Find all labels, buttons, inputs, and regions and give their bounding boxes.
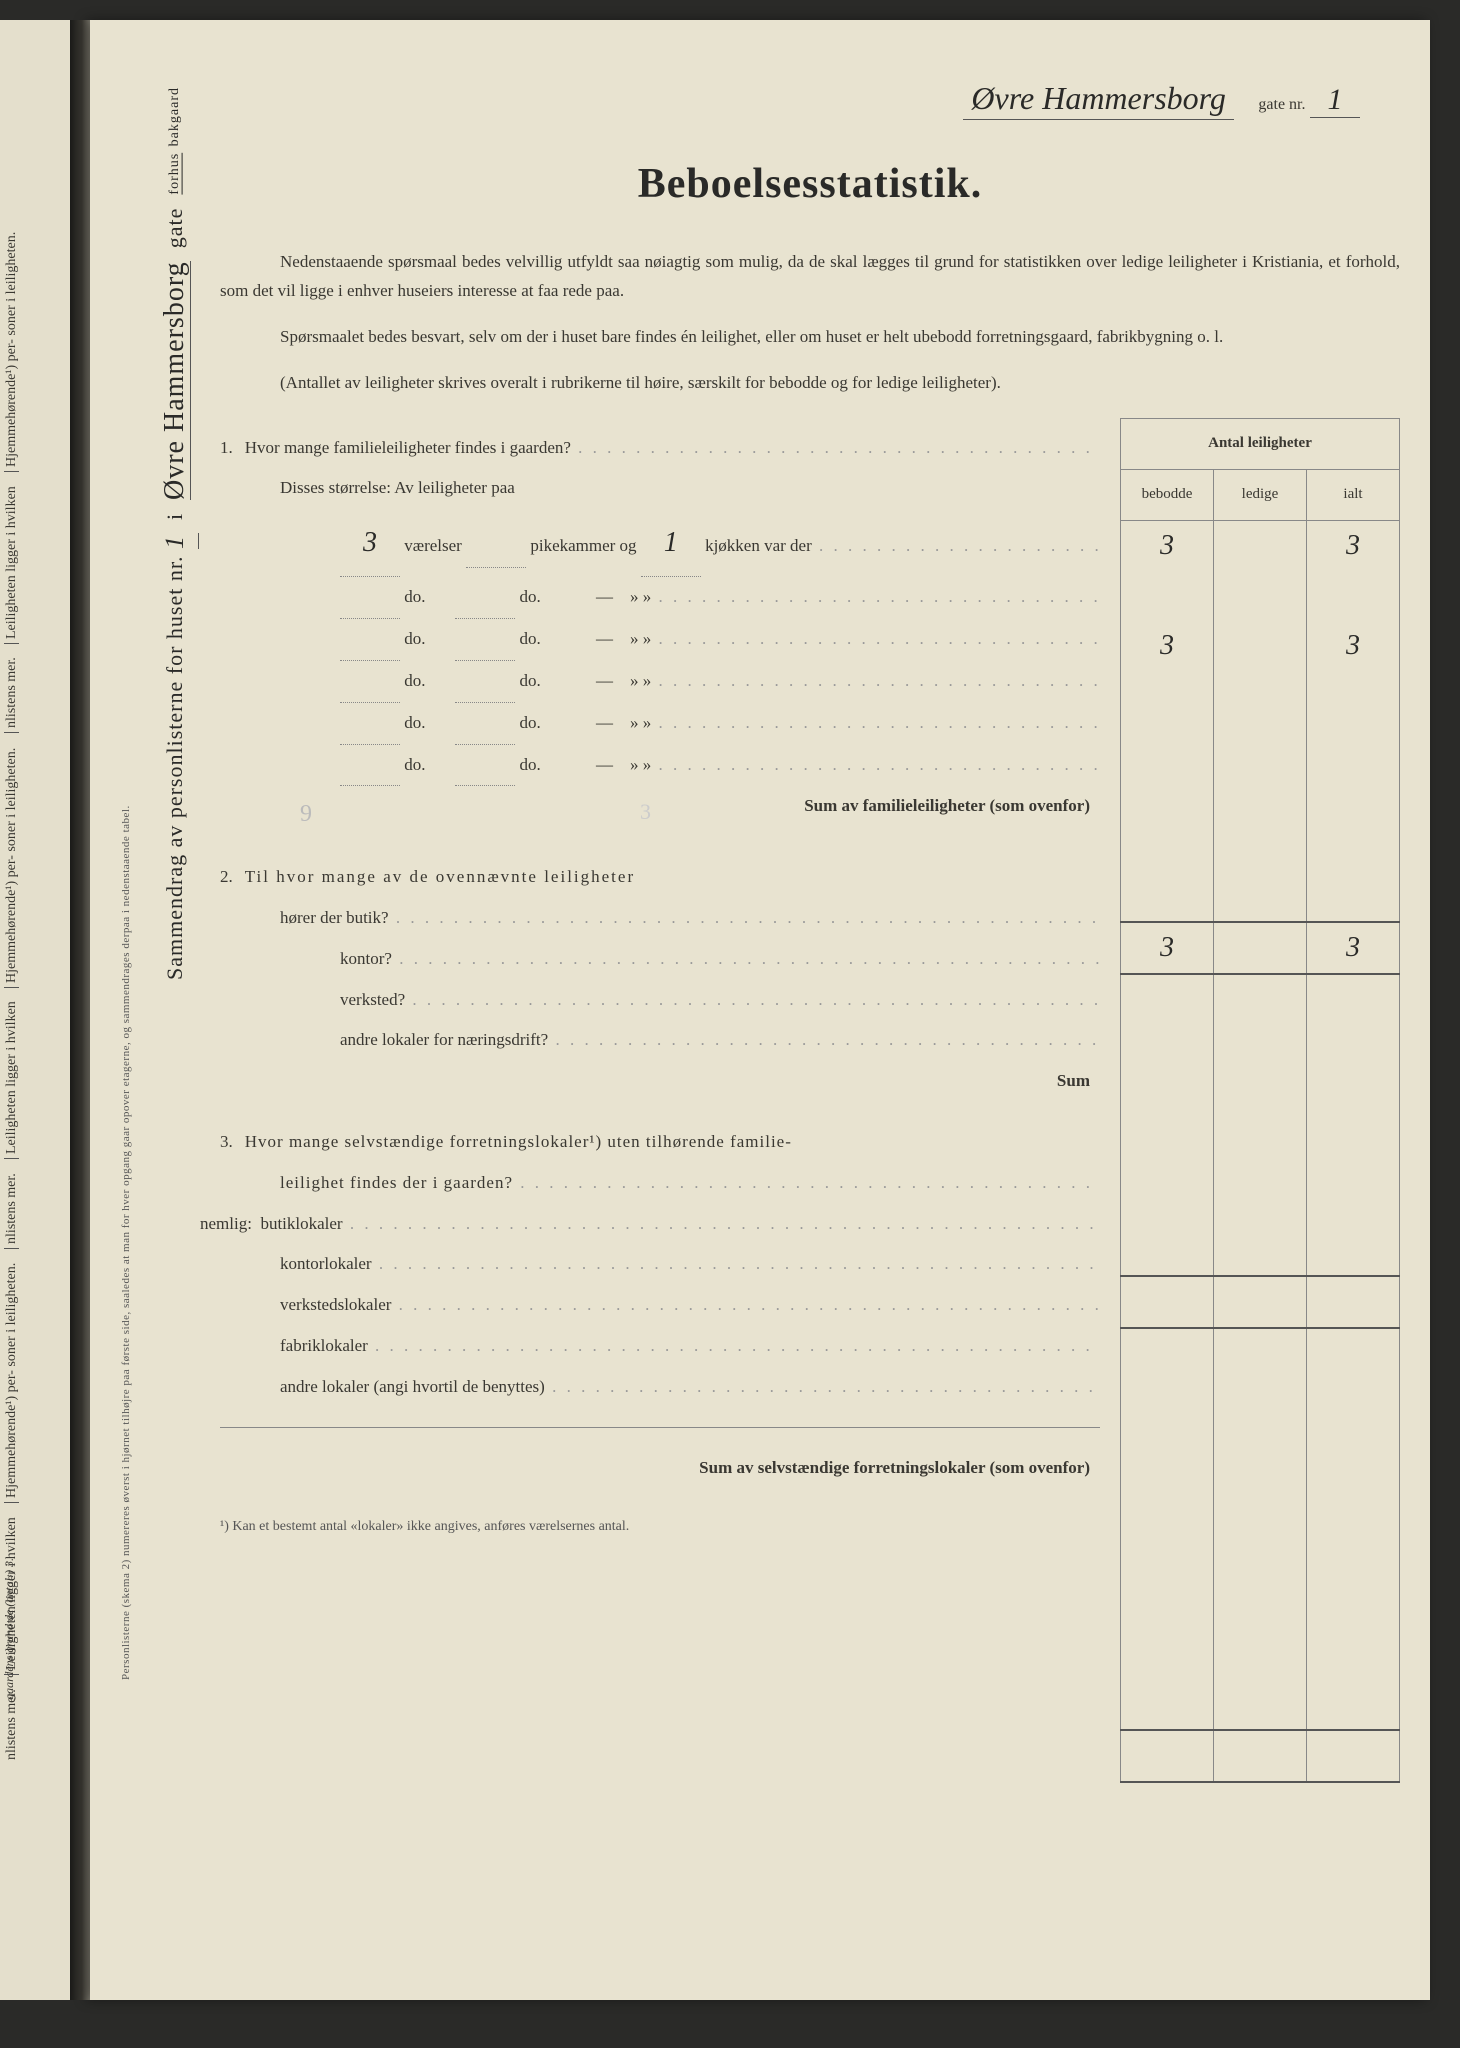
gate-label: gate nr. — [1258, 96, 1305, 113]
intro-text: Nedenstaaende spørsmaal bedes velvillig … — [220, 248, 1400, 398]
count-table: Antal leiligheter bebodde ledige ialt 33… — [1120, 418, 1400, 1783]
col-ialt: ialt — [1307, 469, 1400, 520]
col-bebodde: bebodde — [1121, 469, 1214, 520]
col-ledige: ledige — [1214, 469, 1307, 520]
table-title: Antal leiligheter — [1121, 418, 1400, 469]
leftstrip-col1: nlistens mer. Leiligheten ligger i hvilk… — [4, 60, 20, 1760]
main-content: Øvre Hammersborg gate nr. 1 Beboelsessta… — [220, 80, 1400, 1535]
side-title: Sammendrag av personlisterne for huset n… — [152, 80, 199, 980]
street-name-handwritten: Øvre Hammersborg — [963, 80, 1233, 120]
page-title: Beboelsesstatistik. — [220, 160, 1400, 208]
side-note-small: Personlisterne (skema 2) numereres øvers… — [120, 80, 132, 1680]
gate-number: 1 — [1310, 83, 1360, 118]
q1-sum: Sum av familieleiligheter (som ovenfor) — [220, 786, 1100, 827]
leftstrip-footer: gaardens grund de (antal:) 3. — [2, 1558, 17, 1700]
q3-sum: Sum av selvstændige forretningslokaler (… — [220, 1448, 1100, 1489]
document-page: Personlisterne (skema 2) numereres øvers… — [90, 20, 1430, 2000]
q2-sum: Sum — [220, 1061, 1100, 1102]
header-line: Øvre Hammersborg gate nr. 1 — [220, 80, 1400, 120]
table-wrapper: Antal leiligheter bebodde ledige ialt 33… — [220, 428, 1400, 1490]
